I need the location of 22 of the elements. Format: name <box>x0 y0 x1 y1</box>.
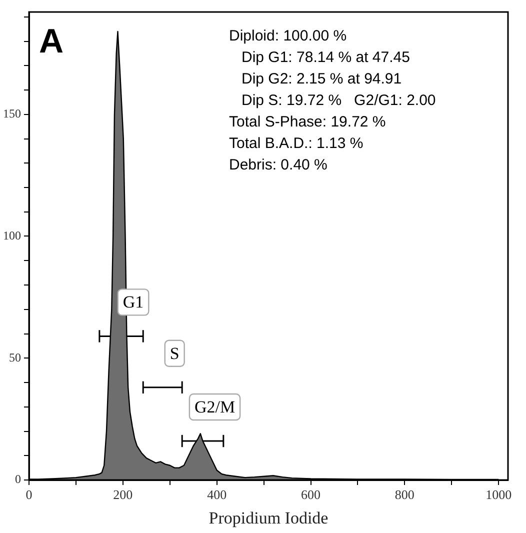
annotation: Debris: 0.40 % <box>229 156 328 174</box>
chart-title: A <box>39 22 64 60</box>
annotation: G1 <box>122 292 144 312</box>
annotation: Dip G2: 2.15 % at 94.91 <box>229 70 402 88</box>
y-tick-label: 100 <box>3 228 21 242</box>
annotation: Dip S: 19.72 % G2/G1: 2.00 <box>229 92 436 110</box>
annotation: S <box>170 344 180 363</box>
x-tick-label: 1000 <box>486 487 512 502</box>
x-tick-label: 400 <box>207 487 227 502</box>
annotation: Total S-Phase: 19.72 % <box>229 114 386 131</box>
y-tick-label: 0 <box>15 472 21 486</box>
y-tick-label: 50 <box>9 350 21 364</box>
y-tick-label: 150 <box>3 106 21 121</box>
annotation: Total B.A.D.: 1.13 % <box>229 135 364 152</box>
annotation: Diploid: 100.00 % <box>229 28 347 45</box>
x-tick-label: 800 <box>394 487 414 502</box>
annotation: Dip G1: 78.14 % at 47.45 <box>229 49 410 66</box>
annotation: G2/M <box>194 397 236 416</box>
x-tick-label: 600 <box>301 487 321 502</box>
x-tick-label: 0 <box>26 487 32 502</box>
x-axis-title: Propidium Iodide <box>208 508 328 528</box>
x-tick-label: 200 <box>113 487 133 502</box>
